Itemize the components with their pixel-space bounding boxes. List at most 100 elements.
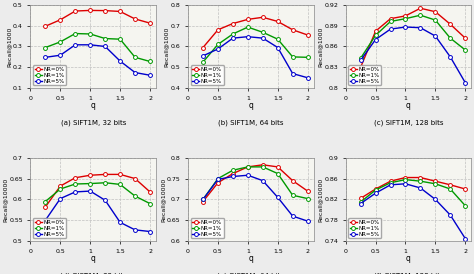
Text: (f) GIST1M, 128 bits: (f) GIST1M, 128 bits [374, 273, 443, 274]
NR=1% [358, 200, 364, 204]
NR=1% [402, 17, 408, 20]
NR=1% [463, 204, 468, 207]
NR=0% [290, 179, 295, 182]
Line: NR=0%: NR=0% [359, 176, 467, 200]
NR=1% [260, 165, 265, 169]
NR=1% [388, 20, 393, 23]
Text: (e) GIST1M, 64 bits: (e) GIST1M, 64 bits [218, 273, 284, 274]
NR=1% [245, 25, 251, 29]
NR=1% [447, 187, 453, 191]
NR=5% [215, 47, 221, 51]
NR=0% [418, 7, 423, 10]
NR=0% [245, 165, 251, 169]
Line: NR=5%: NR=5% [201, 35, 310, 80]
NR=5% [200, 54, 206, 58]
NR=1% [432, 182, 438, 185]
NR=0% [388, 17, 393, 20]
NR=1% [87, 32, 93, 36]
NR=5% [432, 198, 438, 201]
NR=0% [200, 46, 206, 49]
NR=0% [87, 174, 93, 177]
NR=5% [43, 219, 48, 222]
X-axis label: q: q [406, 101, 411, 110]
Text: (c) SIFT1M, 128 bits: (c) SIFT1M, 128 bits [374, 120, 443, 126]
NR=1% [87, 182, 93, 185]
NR=1% [57, 187, 63, 191]
Line: NR=5%: NR=5% [359, 25, 467, 85]
NR=5% [358, 59, 364, 62]
NR=1% [373, 189, 378, 192]
X-axis label: q: q [248, 101, 253, 110]
NR=0% [73, 9, 78, 13]
NR=0% [447, 22, 453, 26]
NR=0% [200, 200, 206, 203]
NR=1% [215, 43, 221, 46]
NR=1% [215, 177, 221, 180]
NR=5% [245, 174, 251, 177]
NR=0% [87, 9, 93, 12]
NR=1% [305, 197, 310, 200]
NR=1% [260, 31, 265, 34]
NR=0% [73, 176, 78, 179]
NR=5% [290, 215, 295, 218]
Line: NR=1%: NR=1% [359, 13, 467, 60]
NR=0% [305, 33, 310, 37]
NR=0% [463, 36, 468, 40]
NR=1% [305, 56, 310, 59]
NR=0% [418, 176, 423, 179]
Y-axis label: Recall@1000: Recall@1000 [7, 26, 11, 67]
NR=5% [418, 186, 423, 190]
NR=0% [447, 183, 453, 187]
NR=1% [275, 38, 281, 41]
NR=5% [432, 35, 438, 38]
NR=5% [117, 59, 123, 63]
NR=5% [275, 46, 281, 49]
NR=1% [275, 172, 281, 175]
NR=1% [132, 195, 138, 198]
Legend: NR=0%, NR=1%, NR=5%: NR=0%, NR=1%, NR=5% [33, 218, 66, 238]
Line: NR=0%: NR=0% [201, 163, 310, 204]
NR=5% [305, 219, 310, 223]
Text: (b) SIFT1M, 64 bits: (b) SIFT1M, 64 bits [218, 120, 283, 126]
Line: NR=0%: NR=0% [201, 15, 310, 50]
NR=5% [447, 213, 453, 217]
NR=5% [463, 237, 468, 240]
NR=0% [388, 179, 393, 183]
X-axis label: q: q [91, 101, 96, 110]
Legend: NR=0%, NR=1%, NR=5%: NR=0%, NR=1%, NR=5% [33, 65, 66, 85]
NR=0% [147, 190, 153, 193]
Y-axis label: Recall@1000: Recall@1000 [318, 26, 323, 67]
X-axis label: q: q [406, 254, 411, 263]
NR=5% [147, 230, 153, 233]
NR=0% [463, 187, 468, 191]
NR=0% [215, 28, 221, 32]
NR=0% [102, 9, 108, 12]
Legend: NR=0%, NR=1%, NR=5%: NR=0%, NR=1%, NR=5% [191, 218, 224, 238]
NR=5% [132, 71, 138, 74]
NR=5% [402, 25, 408, 29]
Text: (a) SIFT1M, 32 bits: (a) SIFT1M, 32 bits [61, 120, 126, 126]
NR=1% [388, 181, 393, 184]
NR=0% [57, 18, 63, 21]
NR=0% [275, 165, 281, 169]
NR=5% [73, 43, 78, 47]
NR=5% [447, 55, 453, 59]
NR=0% [230, 172, 236, 175]
NR=5% [305, 76, 310, 79]
Line: NR=5%: NR=5% [201, 173, 310, 223]
NR=0% [402, 176, 408, 179]
Line: NR=0%: NR=0% [44, 172, 152, 209]
NR=5% [102, 199, 108, 202]
NR=0% [117, 10, 123, 13]
NR=1% [373, 34, 378, 37]
NR=5% [87, 189, 93, 193]
NR=1% [43, 46, 48, 49]
NR=1% [73, 182, 78, 186]
NR=5% [290, 72, 295, 75]
NR=0% [57, 184, 63, 188]
NR=5% [418, 26, 423, 29]
Legend: NR=0%, NR=1%, NR=5%: NR=0%, NR=1%, NR=5% [191, 65, 224, 85]
NR=0% [432, 10, 438, 13]
NR=1% [200, 61, 206, 64]
NR=5% [275, 196, 281, 199]
